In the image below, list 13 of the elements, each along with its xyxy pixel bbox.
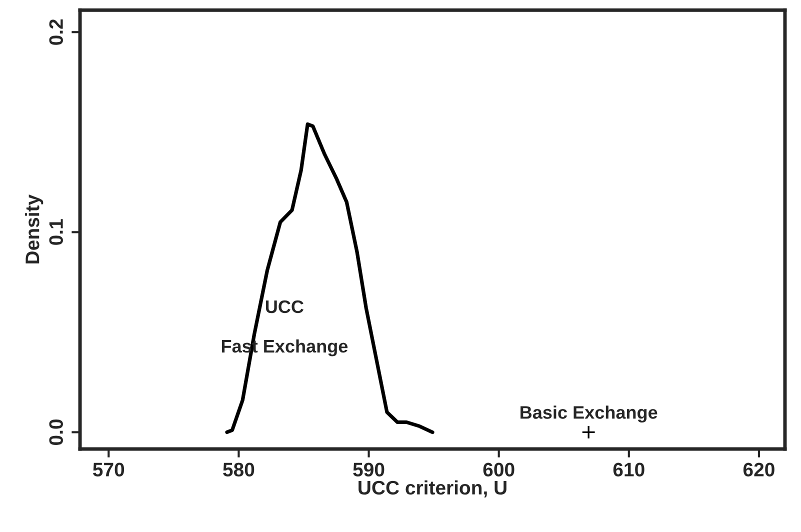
x-tick-label: 590	[353, 462, 384, 476]
x-tick-label: 610	[613, 462, 644, 476]
annotation: UCC	[266, 300, 304, 314]
x-axis-title: UCC criterion, U	[358, 480, 506, 498]
y-tick-label: 0.2	[49, 19, 63, 45]
y-tick-label: 0.0	[49, 419, 63, 445]
x-tick-label: 580	[223, 462, 254, 476]
y-tick-label: 0.1	[49, 219, 63, 245]
series-label: Basic Exchange	[520, 406, 658, 422]
x-tick-label: 600	[483, 462, 514, 476]
x-tick-label: 620	[743, 462, 774, 476]
y-axis-title: Density	[25, 194, 44, 264]
x-tick-label: 570	[93, 462, 124, 476]
